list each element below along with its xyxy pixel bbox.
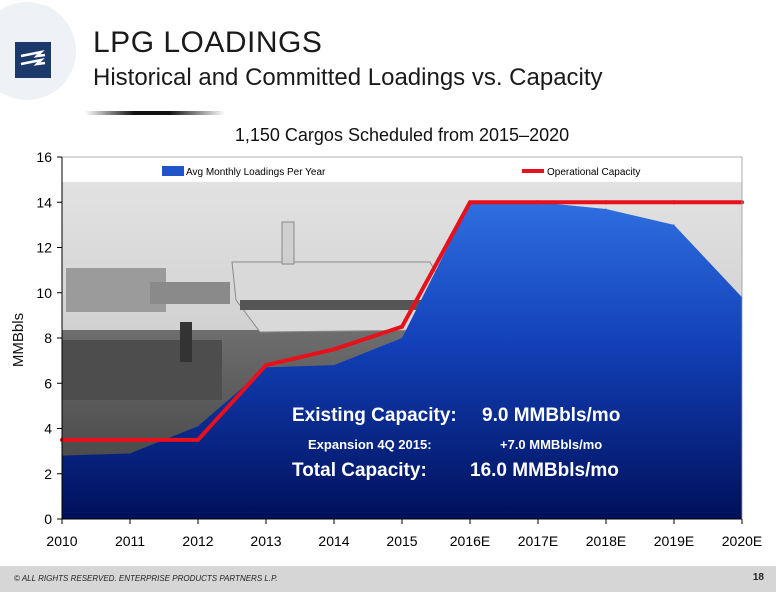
loadings-point bbox=[333, 364, 335, 366]
y-tick-label: 8 bbox=[44, 330, 52, 346]
x-tick-label: 2014 bbox=[318, 533, 349, 549]
capacity-point bbox=[264, 363, 268, 368]
x-tick-label: 2016E bbox=[450, 533, 490, 549]
title-underline bbox=[85, 111, 225, 115]
x-tick-label: 2012 bbox=[182, 533, 213, 549]
legend-swatch-loadings bbox=[162, 166, 184, 176]
total-capacity-label: Total Capacity: bbox=[292, 460, 427, 481]
x-tick-label: 2011 bbox=[115, 533, 145, 549]
x-tick-label: 2018E bbox=[586, 533, 626, 549]
loadings-area bbox=[62, 202, 742, 519]
chart-legend: Avg Monthly Loadings Per Year Operationa… bbox=[162, 166, 640, 178]
y-tick-label: 2 bbox=[44, 466, 52, 482]
expansion-value: +7.0 MMBbls/mo bbox=[500, 437, 603, 452]
capacity-point bbox=[672, 200, 676, 205]
chart-title: 1,150 Cargos Scheduled from 2015–2020 bbox=[235, 125, 569, 145]
y-tick-label: 6 bbox=[44, 375, 52, 391]
existing-capacity-label: Existing Capacity: bbox=[292, 405, 457, 426]
capacity-point bbox=[196, 437, 200, 442]
x-tick-label: 2020E bbox=[722, 533, 762, 549]
capacity-point bbox=[128, 437, 132, 442]
loadings-point bbox=[673, 224, 675, 226]
y-tick-label: 10 bbox=[36, 285, 52, 301]
x-tick-label: 2013 bbox=[250, 533, 281, 549]
x-tick-label: 2017E bbox=[518, 533, 558, 549]
x-tick-label: 2019E bbox=[654, 533, 694, 549]
y-tick-label: 0 bbox=[44, 511, 52, 527]
y-tick-label: 16 bbox=[36, 149, 52, 165]
x-tick-label: 2010 bbox=[46, 533, 77, 549]
existing-capacity-value: 9.0 MMBbls/mo bbox=[482, 405, 621, 426]
footer-bar: © ALL RIGHTS RESERVED. ENTERPRISE PRODUC… bbox=[0, 566, 776, 592]
total-capacity-value: 16.0 MMBbls/mo bbox=[470, 460, 619, 481]
loadings-point bbox=[401, 337, 403, 339]
x-tick-label: 2015 bbox=[386, 533, 417, 549]
page-number: 18 bbox=[752, 572, 764, 583]
y-axis-label: MMBbls bbox=[10, 313, 27, 367]
y-tick-label: 4 bbox=[44, 421, 52, 437]
y-tick-label: 14 bbox=[36, 194, 52, 210]
logo-icon bbox=[20, 49, 46, 66]
capacity-point bbox=[604, 200, 608, 205]
company-logo bbox=[15, 42, 51, 78]
expansion-label: Expansion 4Q 2015: bbox=[308, 437, 432, 452]
page-subtitle: Historical and Committed Loadings vs. Ca… bbox=[93, 64, 603, 91]
legend-label-loadings: Avg Monthly Loadings Per Year bbox=[186, 167, 326, 178]
capacity-point bbox=[468, 200, 472, 205]
loadings-point bbox=[129, 452, 131, 454]
capacity-point bbox=[332, 347, 336, 352]
loadings-point bbox=[605, 208, 607, 210]
copyright-text: © ALL RIGHTS RESERVED. ENTERPRISE PRODUC… bbox=[14, 574, 278, 583]
legend-label-capacity: Operational Capacity bbox=[547, 167, 640, 178]
loadings-point bbox=[197, 425, 199, 427]
page-title: LPG LOADINGS bbox=[93, 26, 323, 59]
loadings-chart: 0 2 4 6 8 10 12 14 16 2010 2011 2012 2013 2014 2015 201… bbox=[10, 125, 762, 549]
y-tick-label: 12 bbox=[36, 240, 52, 256]
capacity-point bbox=[400, 324, 404, 329]
capacity-point bbox=[536, 200, 540, 205]
